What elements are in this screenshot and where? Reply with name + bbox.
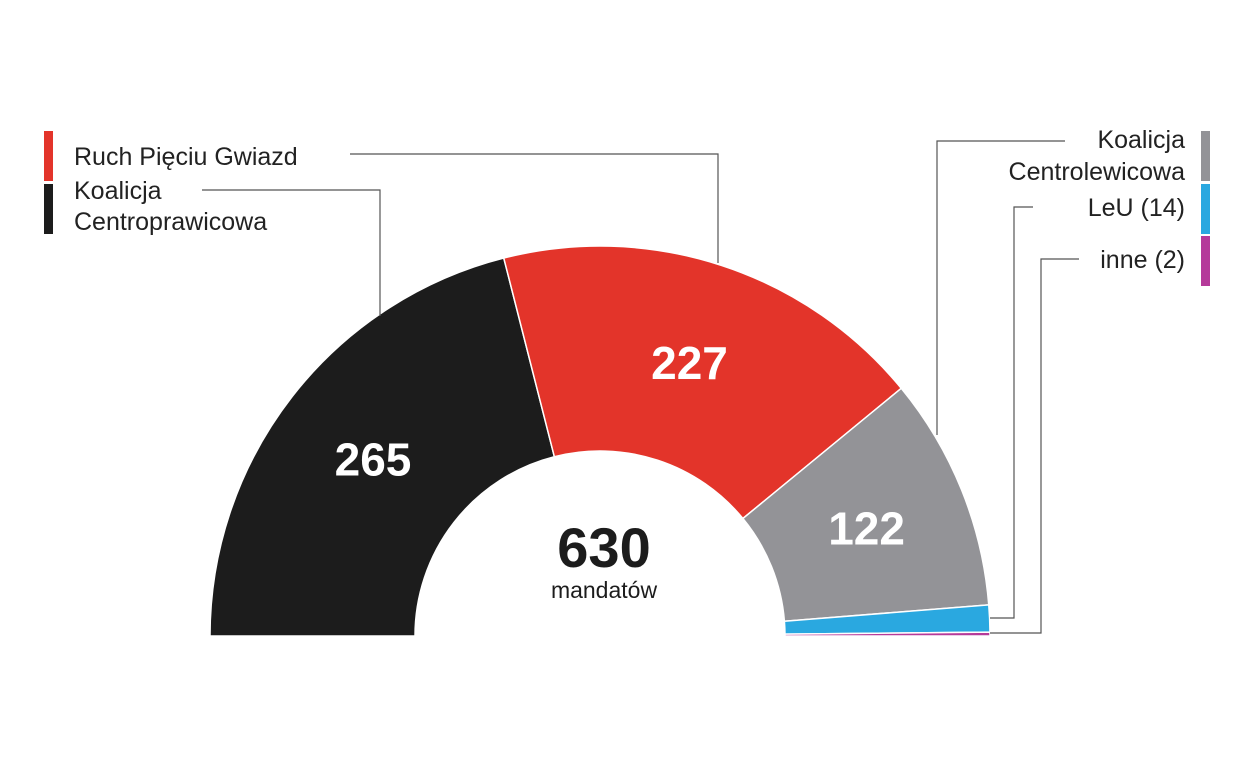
legend-label-centroprawica-line1: Koalicja (74, 177, 162, 205)
segment-4 (784, 631, 991, 637)
legend-label-ruch: Ruch Pięciu Gwiazd (74, 143, 298, 171)
leader-line-centroprawica (202, 189, 381, 316)
leader-line-leu (990, 206, 1033, 619)
leader-line-centrolewica (936, 140, 1065, 435)
total-seats-value: 630 (557, 516, 650, 579)
segment-1 (503, 245, 902, 520)
legend-swatch-centroprawica (44, 184, 53, 234)
segment-value-label-0: 265 (335, 434, 412, 486)
legend-label-leu: LeU (14) (1088, 194, 1185, 222)
segment-value-label-1: 227 (651, 337, 728, 389)
legend-swatch-leu (1201, 184, 1210, 234)
segment-2 (742, 387, 990, 623)
leader-lines (202, 140, 1079, 634)
total-seats-unit: mandatów (551, 577, 658, 603)
legend-label-centrolewica-line1: Koalicja (1097, 126, 1185, 154)
legend-label-centroprawica-line2: Centroprawicowa (74, 208, 267, 236)
legend-swatch-inne (1201, 236, 1210, 286)
segment-value-labels: 265 227 122 (335, 337, 905, 555)
legend-right: Koalicja Centrolewicowa LeU (14) inne (2… (1009, 126, 1210, 286)
legend-swatch-centrolewica (1201, 131, 1210, 181)
segment-0 (209, 257, 556, 637)
leader-line-ruch (350, 153, 719, 263)
legend-swatch-ruch (44, 131, 53, 181)
semicircle-segments (209, 245, 991, 637)
leader-line-inne (990, 258, 1079, 634)
legend-left: Ruch Pięciu Gwiazd Koalicja Centroprawic… (44, 131, 298, 236)
segment-value-label-2: 122 (828, 502, 905, 554)
legend-label-centrolewica-line2: Centrolewicowa (1009, 158, 1186, 186)
legend-label-inne: inne (2) (1100, 246, 1185, 274)
